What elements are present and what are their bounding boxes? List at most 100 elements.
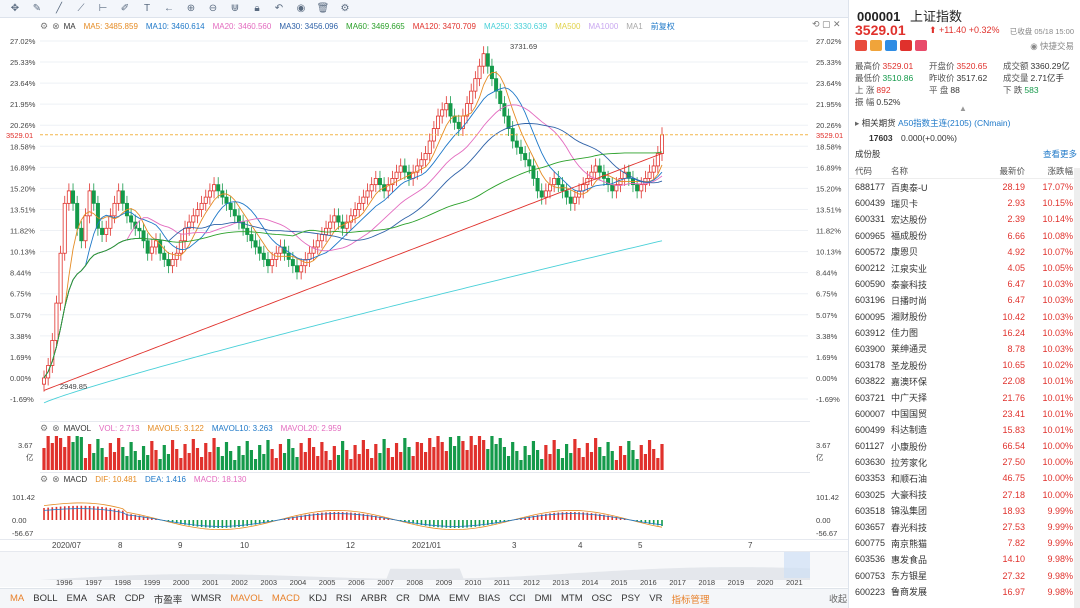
- heart-icon[interactable]: [915, 40, 927, 51]
- history-navigator[interactable]: 1996 1997 1998 1999 2000 2001 2002 2003 2004 2005…: [0, 551, 848, 587]
- tab-macd[interactable]: MACD: [271, 593, 300, 604]
- tab-wmsr[interactable]: WMSR: [191, 593, 222, 604]
- column-header[interactable]: 涨跌幅: [1047, 166, 1073, 176]
- navigator-canvas[interactable]: 1996 1997 1998 1999 2000 2001 2002 2003 2004 2005…: [0, 552, 848, 588]
- table-row[interactable]: 603721 中广天择 21.76 10.01%: [849, 389, 1080, 405]
- table-row[interactable]: 600965 福成股份 6.66 10.08%: [849, 228, 1080, 244]
- tab-sar[interactable]: SAR: [96, 593, 116, 604]
- close-icon[interactable]: ⊗: [52, 474, 60, 484]
- info-icon[interactable]: [885, 40, 897, 51]
- tab-bias[interactable]: BIAS: [478, 593, 501, 604]
- table-row[interactable]: 600590 泰豪科技 6.47 10.03%: [849, 276, 1080, 292]
- table-row[interactable]: 600007 中国国贸 23.41 10.01%: [849, 406, 1080, 422]
- ray-icon[interactable]: ⟋: [77, 3, 85, 14]
- eye-icon[interactable]: ◉: [296, 3, 306, 14]
- chart-icon[interactable]: [900, 40, 912, 51]
- table-row[interactable]: 600331 宏达股份 2.39 10.14%: [849, 211, 1080, 227]
- close-icon[interactable]: ⊗: [52, 423, 60, 433]
- zoom-in-icon[interactable]: ⊕: [186, 3, 196, 14]
- table-row[interactable]: 603912 佳力图 16.24 10.03%: [849, 325, 1080, 341]
- tab-arbr[interactable]: ARBR: [360, 593, 388, 604]
- list-scrollbar[interactable]: [1074, 168, 1080, 608]
- table-row[interactable]: 600439 瑞贝卡 2.93 10.15%: [849, 195, 1080, 211]
- tab-dmi[interactable]: DMI: [534, 593, 552, 604]
- tab-市盈率[interactable]: 市盈率: [153, 594, 183, 606]
- navigator-area: [40, 567, 810, 580]
- volume-bar: [631, 450, 635, 470]
- delete-icon[interactable]: 🗑︎: [316, 3, 330, 14]
- macd-chart[interactable]: 101.42 101.42 0.00 0.00 -56.67 -56.67: [0, 487, 848, 539]
- candlestick-canvas[interactable]: 27.02% 27.02% 25.33% 25.33% 23.64% 23.64% 21.9…: [0, 33, 848, 405]
- table-row[interactable]: 603657 春光科技 27.53 9.99%: [849, 519, 1080, 535]
- lock-icon[interactable]: 🔒︎: [254, 3, 260, 14]
- year-tick-label: 2018: [698, 578, 715, 587]
- table-row[interactable]: 603178 圣龙股份 10.65 10.02%: [849, 357, 1080, 373]
- line-icon[interactable]: ╱: [55, 3, 63, 14]
- table-row[interactable]: 603536 惠发食品 14.10 9.98%: [849, 551, 1080, 567]
- tab-dma[interactable]: DMA: [418, 593, 440, 604]
- chevron-up-icon[interactable]: ▲: [959, 104, 967, 113]
- magnet-icon[interactable]: ⋓: [230, 3, 240, 14]
- table-row[interactable]: 603518 锦泓集团 18.93 9.99%: [849, 503, 1080, 519]
- star-icon[interactable]: [870, 40, 882, 51]
- tab-cr[interactable]: CR: [396, 593, 410, 604]
- tab-emv[interactable]: EMV: [448, 593, 470, 604]
- tab-osc[interactable]: OSC: [591, 593, 613, 604]
- tab-rsi[interactable]: RSI: [335, 593, 352, 604]
- tab-mavol[interactable]: MAVOL: [230, 593, 263, 604]
- table-row[interactable]: 600775 南京熊猫 7.82 9.99%: [849, 535, 1080, 551]
- zoom-out-icon[interactable]: ⊖: [208, 3, 218, 14]
- tab-cdp[interactable]: CDP: [124, 593, 145, 604]
- table-row[interactable]: 603900 莱绅通灵 8.78 10.03%: [849, 341, 1080, 357]
- futures-expand-icon[interactable]: ▸: [855, 118, 860, 128]
- settings-icon[interactable]: ⚙: [40, 423, 49, 433]
- ma-line: [43, 87, 663, 379]
- table-row[interactable]: 600223 鲁商发展 16.97 9.98%: [849, 584, 1080, 600]
- settings-icon[interactable]: ⚙: [40, 20, 49, 31]
- tab-cci[interactable]: CCI: [509, 593, 526, 604]
- tab-指标管理[interactable]: 指标管理: [671, 594, 710, 606]
- move-icon[interactable]: ✥: [10, 3, 20, 14]
- pencil-icon[interactable]: ✐: [120, 3, 130, 14]
- undo-icon[interactable]: ↶: [274, 3, 284, 14]
- tab-ma[interactable]: MA: [10, 593, 25, 604]
- table-row[interactable]: 603630 拉芳家化 27.50 10.00%: [849, 454, 1080, 470]
- table-row[interactable]: 600095 湘财股份 10.42 10.03%: [849, 309, 1080, 325]
- macd-canvas[interactable]: 101.42 101.42 0.00 0.00 -56.67 -56.67: [0, 487, 848, 539]
- table-row[interactable]: 600499 科达制造 15.83 10.01%: [849, 422, 1080, 438]
- column-header[interactable]: 最新价: [999, 166, 1025, 176]
- text-icon[interactable]: T: [143, 3, 151, 14]
- candlestick-chart[interactable]: 27.02% 27.02% 25.33% 25.33% 23.64% 23.64% 21.9…: [0, 33, 848, 405]
- column-header[interactable]: 名称: [891, 166, 909, 176]
- table-row[interactable]: 601127 小康股份 66.54 10.00%: [849, 438, 1080, 454]
- view-more-link[interactable]: 查看更多: [1042, 149, 1077, 159]
- collapse-button[interactable]: 收起: [829, 594, 848, 604]
- settings-icon[interactable]: ⚙: [40, 474, 49, 484]
- segment-icon[interactable]: ⊢: [98, 3, 108, 14]
- table-row[interactable]: 600572 康恩贝 4.92 10.07%: [849, 244, 1080, 260]
- settings-icon[interactable]: ⚙: [340, 3, 350, 14]
- table-row[interactable]: 603196 日播时尚 6.47 10.03%: [849, 292, 1080, 308]
- tab-mtm[interactable]: MTM: [561, 593, 583, 604]
- close-icon[interactable]: ⊗: [52, 20, 60, 31]
- table-row[interactable]: 600212 江泉实业 4.05 10.05%: [849, 260, 1080, 276]
- futures-link[interactable]: A50指数主连(2105): [898, 118, 972, 128]
- draw-icon[interactable]: ✎: [32, 3, 42, 14]
- arrow-back-icon[interactable]: ←: [164, 3, 174, 14]
- tab-ema[interactable]: EMA: [66, 593, 88, 604]
- tab-psy[interactable]: PSY: [621, 593, 641, 604]
- tab-kdj[interactable]: KDJ: [308, 593, 327, 604]
- table-row[interactable]: 600753 东方银星 27.32 9.98%: [849, 568, 1080, 584]
- flag-icon[interactable]: [855, 40, 867, 51]
- tab-boll[interactable]: BOLL: [33, 593, 58, 604]
- volume-canvas[interactable]: 3.67 亿 3.67 亿: [0, 428, 848, 474]
- table-row[interactable]: 603822 嘉澳环保 22.08 10.01%: [849, 373, 1080, 389]
- table-row[interactable]: 603025 大豪科技 27.18 10.00%: [849, 487, 1080, 503]
- table-row[interactable]: 603353 和顺石油 46.75 10.00%: [849, 470, 1080, 486]
- column-header[interactable]: 代码: [855, 166, 873, 176]
- panel-controls[interactable]: ⟲ ▢ ✕: [812, 19, 841, 29]
- quick-trade-button[interactable]: ◉ 快捷交易: [1030, 41, 1074, 51]
- table-row[interactable]: 688177 百奥泰-U 28.19 17.07%: [849, 179, 1080, 195]
- volume-chart[interactable]: 3.67 亿 3.67 亿: [0, 428, 848, 474]
- tab-vr[interactable]: VR: [649, 593, 663, 604]
